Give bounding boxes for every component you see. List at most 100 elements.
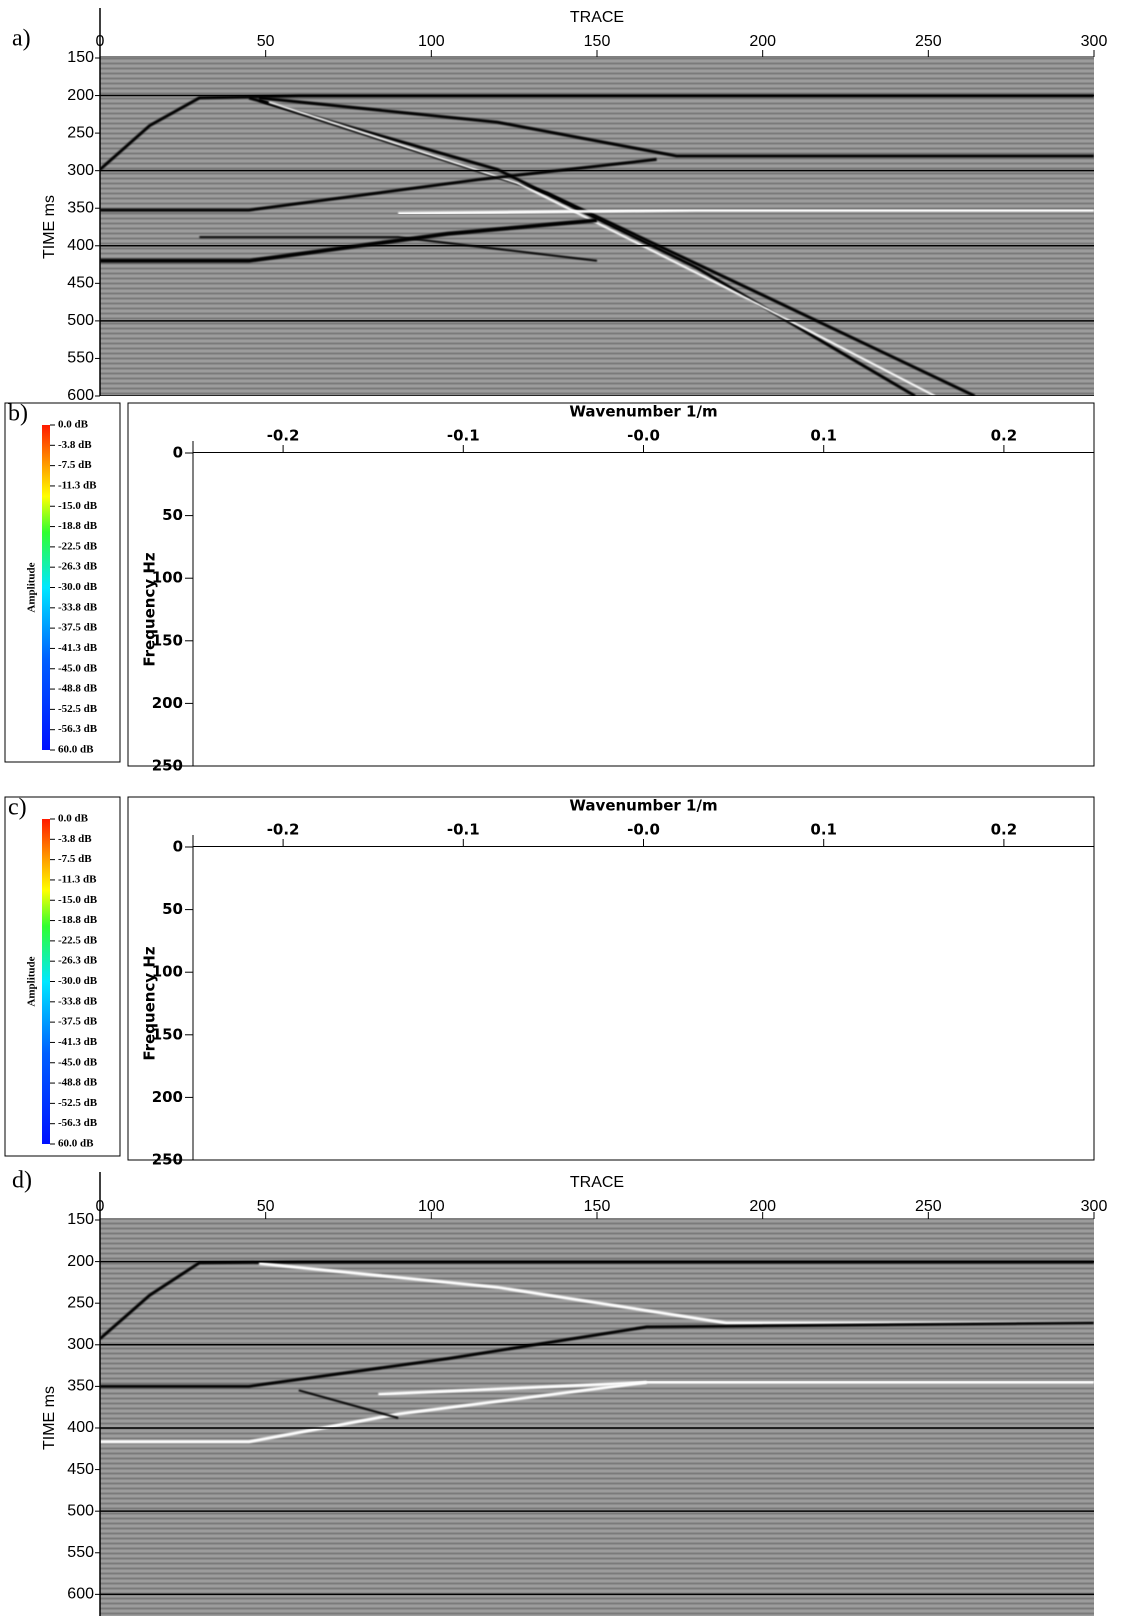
y-tick-label: 150 <box>67 49 94 66</box>
y-tick-label: 250 <box>152 1151 183 1169</box>
x-tick-label: 200 <box>749 33 776 50</box>
y-tick-label: 200 <box>67 1253 94 1270</box>
plot-frame <box>127 402 1095 767</box>
y-tick-label: 550 <box>67 1544 94 1561</box>
x-tick-label: 50 <box>257 1198 275 1215</box>
y-axis-title: TIME ms <box>41 1386 58 1450</box>
y-tick-label: 0 <box>173 444 183 462</box>
y-tick-label: 200 <box>67 87 94 104</box>
x-tick-label: 0 <box>96 1198 105 1215</box>
y-tick-label: 450 <box>67 275 94 292</box>
colorbar-label: -48.8 dB <box>58 1077 98 1089</box>
colorbar-frame <box>4 796 121 1157</box>
colorbar-frame <box>4 402 121 763</box>
x-tick-label: -0.2 <box>267 427 300 445</box>
colorbar-title: Amplitude <box>26 956 38 1006</box>
colorbar-label: -22.5 dB <box>58 934 98 946</box>
colorbar-label: -30.0 dB <box>58 581 98 593</box>
y-tick-label: 300 <box>67 162 94 179</box>
seismic-event <box>100 1321 1094 1388</box>
colorbar-label: -15.0 dB <box>58 500 98 512</box>
colorbar-label: -3.8 dB <box>58 833 92 845</box>
colorbar <box>42 819 50 1144</box>
seismic-event <box>268 100 936 396</box>
x-tick-label: -0.0 <box>627 427 660 445</box>
y-tick-label: 200 <box>152 1088 183 1106</box>
y-tick-label: 200 <box>152 694 183 712</box>
x-tick-label: 250 <box>915 1198 942 1215</box>
colorbar-label: -7.5 dB <box>58 459 92 471</box>
y-tick-label: 600 <box>67 1586 94 1603</box>
x-tick-label: -0.2 <box>267 821 300 839</box>
y-tick-label: 500 <box>67 1502 94 1519</box>
y-tick-label: 250 <box>152 757 183 775</box>
y-axis-title: Frequency Hz <box>141 946 159 1061</box>
colorbar-label: -7.5 dB <box>58 853 92 865</box>
y-tick-label: 350 <box>67 199 94 216</box>
colorbar-label: -45.0 dB <box>58 1056 98 1068</box>
y-tick-label: 250 <box>67 124 94 141</box>
seismic-event <box>100 157 657 212</box>
panel-label: a) <box>12 26 31 52</box>
y-tick-label: 150 <box>152 1025 183 1043</box>
seismic-event <box>258 1262 1094 1325</box>
colorbar-label: -48.8 dB <box>58 683 98 695</box>
x-tick-label: 250 <box>915 33 942 50</box>
colorbar-label: -45.0 dB <box>58 662 98 674</box>
colorbar-label: -11.3 dB <box>58 479 97 491</box>
y-tick-label: 150 <box>67 1211 94 1228</box>
seismic-event <box>298 1389 399 1419</box>
x-tick-label: 300 <box>1081 33 1108 50</box>
x-tick-label: 0.2 <box>991 427 1018 445</box>
colorbar-label: -18.8 dB <box>58 520 98 532</box>
colorbar-label: -18.8 dB <box>58 914 98 926</box>
y-tick-label: 100 <box>152 569 183 587</box>
colorbar-label: -30.0 dB <box>58 975 98 987</box>
colorbar-label: -3.8 dB <box>58 439 92 451</box>
panel-label: d) <box>12 1168 32 1194</box>
colorbar-label: -26.3 dB <box>58 561 98 573</box>
x-axis-title: Wavenumber 1/m <box>569 797 717 815</box>
y-tick-label: 300 <box>67 1336 94 1353</box>
panel-label: b) <box>8 401 28 427</box>
colorbar-label: -52.5 dB <box>58 1097 98 1109</box>
seismic-event <box>398 208 1094 215</box>
panel-label: c) <box>8 795 27 821</box>
y-tick-label: 100 <box>152 963 183 981</box>
x-axis-title: TRACE <box>570 1174 624 1191</box>
y-tick-label: 50 <box>162 900 183 918</box>
y-tick-label: 450 <box>67 1461 94 1478</box>
x-tick-label: 200 <box>749 1198 776 1215</box>
y-tick-label: 250 <box>67 1294 94 1311</box>
x-tick-label: 50 <box>257 33 275 50</box>
x-tick-label: 150 <box>584 1198 611 1215</box>
plot-area <box>100 1220 1094 1616</box>
x-tick-label: 0.1 <box>810 427 837 445</box>
colorbar-label: -11.3 dB <box>58 873 97 885</box>
colorbar-label: -41.3 dB <box>58 642 98 654</box>
colorbar-title: Amplitude <box>26 562 38 612</box>
colorbar-label: -15.0 dB <box>58 894 98 906</box>
colorbar-label: 60.0 dB <box>58 744 94 756</box>
y-tick-label: 0 <box>173 838 183 856</box>
x-axis-title: Wavenumber 1/m <box>569 403 717 421</box>
y-tick-label: 350 <box>67 1378 94 1395</box>
colorbar-label: -37.5 dB <box>58 622 98 634</box>
colorbar-label: 0.0 dB <box>58 813 89 825</box>
x-axis-title: TRACE <box>570 9 624 26</box>
x-tick-label: 300 <box>1081 1198 1108 1215</box>
y-axis-title: TIME ms <box>41 195 58 259</box>
seismic-image <box>100 1220 1094 1616</box>
y-tick-label: 400 <box>67 237 94 254</box>
y-tick-label: 500 <box>67 312 94 329</box>
colorbar-label: -33.8 dB <box>58 601 98 613</box>
colorbar-label: -33.8 dB <box>58 995 98 1007</box>
colorbar-label: -37.5 dB <box>58 1016 98 1028</box>
x-tick-label: 150 <box>584 33 611 50</box>
x-tick-label: 0 <box>96 33 105 50</box>
plot-frame <box>127 796 1095 1161</box>
colorbar-label: -52.5 dB <box>58 703 98 715</box>
y-tick-label: 400 <box>67 1419 94 1436</box>
